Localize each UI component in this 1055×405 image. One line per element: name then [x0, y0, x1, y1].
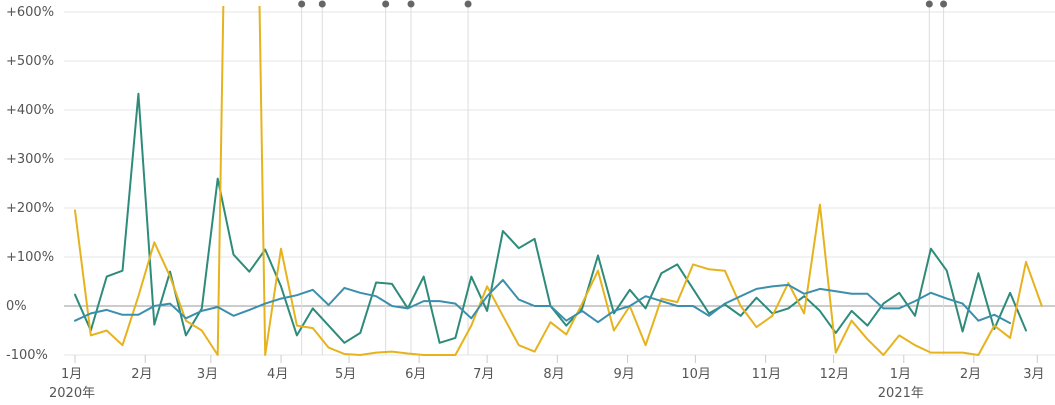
event-dot-0[interactable] [298, 0, 306, 8]
x-tick-label-3: 4月 [267, 367, 288, 382]
y-tick-label-4: +200% [6, 201, 54, 216]
x-tick-label-12: 1月 [890, 367, 911, 382]
event-dot-1[interactable] [318, 0, 326, 8]
y-tick-label-6: 0% [6, 299, 27, 314]
y-tick-label-7: -100% [6, 348, 48, 363]
x-tick-label-6: 7月 [473, 367, 494, 382]
y-tick-label-5: +100% [6, 250, 54, 265]
x-tick-label-0: 1月 [61, 367, 82, 382]
event-dot-5[interactable] [925, 0, 933, 8]
event-markers [298, 0, 948, 355]
y-tick-label-0: +600% [6, 5, 54, 20]
event-dot-4[interactable] [464, 0, 472, 8]
x-tick-label-2: 3月 [197, 367, 218, 382]
x-tick-label-14: 3月 [1023, 367, 1044, 382]
x-tick-label-5: 6月 [405, 367, 426, 382]
x-tick-label-13: 2月 [960, 367, 981, 382]
event-dot-6[interactable] [940, 0, 948, 8]
x-axis: 1月 2020年 2月 3月 4月 5月 6月 7月 8月 9月 10月 11月 12月 1月 2021年 2… [49, 355, 1045, 401]
event-dot-2[interactable] [382, 0, 390, 8]
x-tick-label-11: 12月 [820, 367, 850, 382]
x-tick-label-1: 2月 [131, 367, 152, 382]
x-tick-label-8: 9月 [614, 367, 635, 382]
event-dot-3[interactable] [407, 0, 415, 8]
y-tick-label-2: +400% [6, 103, 54, 118]
series-line-1 [74, 6, 1043, 356]
x-tick-label-7: 8月 [543, 367, 564, 382]
x-tick-sublabel-0: 2020年 [49, 386, 95, 401]
grid [64, 11, 1055, 356]
x-tick-label-10: 11月 [752, 367, 782, 382]
x-tick-sublabel-12: 2021年 [878, 386, 924, 401]
x-tick-label-9: 10月 [681, 367, 711, 382]
y-axis: +600% +500% +400% +300% +200% +100% 0% -100% [6, 5, 54, 363]
y-tick-label-1: +500% [6, 54, 54, 69]
x-tick-label-4: 5月 [335, 367, 356, 382]
y-tick-label-3: +300% [6, 152, 54, 167]
series-lines [74, 6, 1043, 356]
series-line-2 [74, 279, 1012, 325]
